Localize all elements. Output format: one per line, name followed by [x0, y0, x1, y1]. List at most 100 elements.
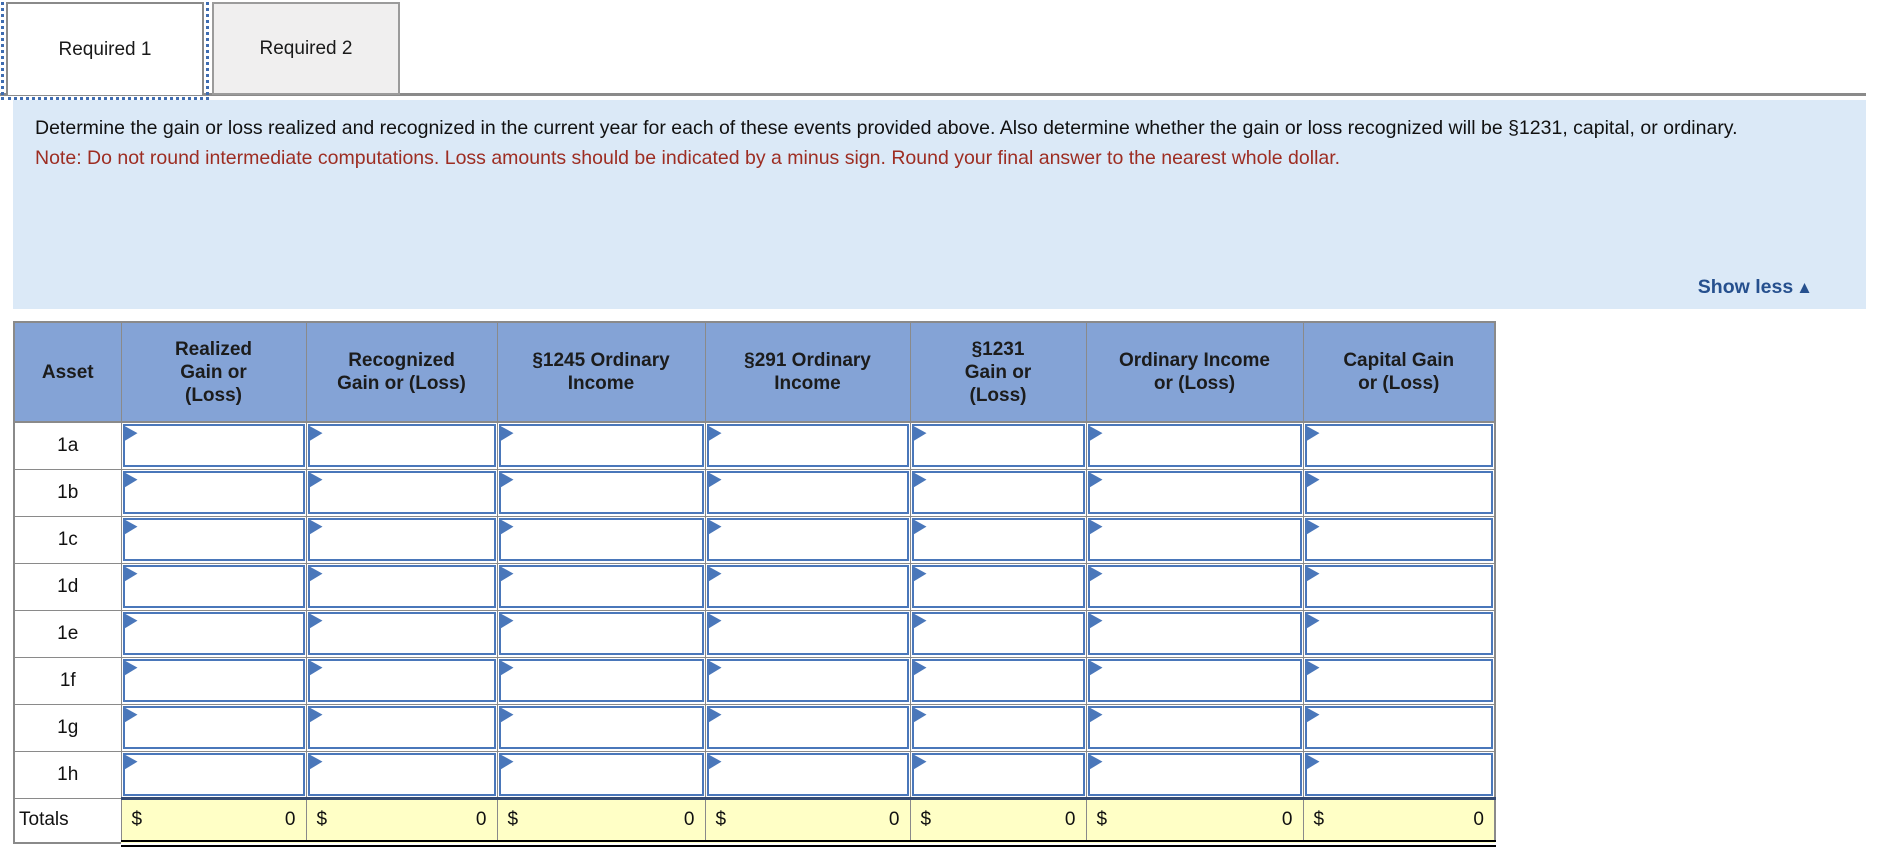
answer-cell [1085, 515, 1304, 564]
amount-input[interactable] [1087, 517, 1302, 561]
amount-input[interactable] [122, 517, 305, 561]
amount-input[interactable] [122, 752, 305, 796]
amount-input[interactable] [1304, 517, 1493, 561]
amount-input[interactable] [122, 424, 305, 467]
amount-input[interactable] [911, 611, 1085, 655]
amount-input[interactable] [307, 752, 496, 796]
amount-input[interactable] [1087, 611, 1302, 655]
amount-input[interactable] [122, 658, 305, 702]
answer-cell [909, 421, 1087, 470]
amount-input[interactable] [498, 611, 704, 655]
amount-input[interactable] [1087, 705, 1302, 749]
answer-cell [496, 562, 706, 611]
answer-cell [1302, 656, 1496, 705]
amount-input[interactable] [1304, 705, 1493, 749]
amount-input[interactable] [498, 564, 704, 608]
answer-cell [1085, 609, 1304, 658]
amount-input[interactable] [498, 470, 704, 514]
cell-flag-icon [913, 519, 927, 535]
totals-row: Totals $0 $0 $0 $0 $0 $0 $0 [13, 796, 1496, 847]
answer-cell [305, 562, 498, 611]
amount-input[interactable] [1087, 470, 1302, 514]
amount-input[interactable] [122, 470, 305, 514]
cell-flag-icon [708, 707, 722, 723]
amount-input[interactable] [498, 517, 704, 561]
answer-table: Asset Realized Gain or (Loss) Recognized G… [13, 321, 1496, 847]
tab-required-1[interactable]: Required 1 [1, 0, 209, 100]
cell-flag-icon [500, 754, 514, 770]
amount-input[interactable] [1087, 658, 1302, 702]
total-value: 0 [888, 808, 900, 830]
currency-symbol: $ [715, 808, 727, 830]
instructions-panel: Determine the gain or loss realized and … [13, 100, 1866, 309]
amount-input[interactable] [706, 752, 909, 796]
amount-input[interactable] [1304, 424, 1493, 467]
answer-cell [1302, 515, 1496, 564]
amount-input[interactable] [307, 611, 496, 655]
amount-input[interactable] [911, 564, 1085, 608]
answer-cell [305, 703, 498, 752]
amount-input[interactable] [307, 424, 496, 467]
amount-input[interactable] [307, 470, 496, 514]
amount-input[interactable] [1304, 470, 1493, 514]
cell-flag-icon [309, 472, 323, 488]
amount-input[interactable] [498, 752, 704, 796]
amount-input[interactable] [498, 658, 704, 702]
table-row: 1h [13, 750, 1496, 799]
amount-input[interactable] [498, 705, 704, 749]
table-row: 1a [13, 421, 1496, 470]
amount-input[interactable] [911, 517, 1085, 561]
cell-flag-icon [309, 660, 323, 676]
answer-cell [1302, 562, 1496, 611]
cell-flag-icon [124, 566, 138, 582]
cell-flag-icon [708, 426, 722, 441]
amount-input[interactable] [911, 752, 1085, 796]
amount-input[interactable] [1304, 658, 1493, 702]
amount-input[interactable] [122, 611, 305, 655]
amount-input[interactable] [307, 517, 496, 561]
amount-input[interactable] [1304, 611, 1493, 655]
amount-input[interactable] [911, 658, 1085, 702]
cell-flag-icon [124, 613, 138, 629]
amount-input[interactable] [1304, 752, 1493, 796]
amount-input[interactable] [307, 705, 496, 749]
amount-input[interactable] [1087, 752, 1302, 796]
cell-flag-icon [309, 519, 323, 535]
amount-input[interactable] [122, 564, 305, 608]
amount-input[interactable] [706, 611, 909, 655]
tab-required-2[interactable]: Required 2 [212, 2, 400, 95]
answer-cell [496, 468, 706, 517]
column-header: Recognized Gain or (Loss) [305, 321, 498, 423]
answer-cell [909, 515, 1087, 564]
cell-flag-icon [708, 613, 722, 629]
amount-input[interactable] [498, 424, 704, 467]
cell-flag-icon [1306, 472, 1320, 488]
cell-flag-icon [913, 472, 927, 488]
amount-input[interactable] [1304, 564, 1493, 608]
show-less-link[interactable]: Show less ▲ [1698, 276, 1813, 299]
answer-cell [305, 656, 498, 705]
table-row: 1f [13, 656, 1496, 705]
answer-cell [704, 468, 911, 517]
amount-input[interactable] [706, 658, 909, 702]
answer-cell [120, 468, 307, 517]
amount-input[interactable] [706, 470, 909, 514]
amount-input[interactable] [1087, 424, 1302, 467]
answer-cell [704, 703, 911, 752]
amount-input[interactable] [911, 424, 1085, 467]
amount-input[interactable] [706, 564, 909, 608]
amount-input[interactable] [706, 424, 909, 467]
amount-input[interactable] [706, 705, 909, 749]
amount-input[interactable] [122, 705, 305, 749]
amount-input[interactable] [307, 564, 496, 608]
total-value: 0 [1281, 808, 1293, 830]
amount-input[interactable] [911, 705, 1085, 749]
answer-cell [305, 421, 498, 470]
cell-flag-icon [500, 566, 514, 582]
amount-input[interactable] [307, 658, 496, 702]
chevron-up-icon: ▲ [1796, 278, 1813, 297]
amount-input[interactable] [1087, 564, 1302, 608]
answer-cell [496, 421, 706, 470]
amount-input[interactable] [911, 470, 1085, 514]
amount-input[interactable] [706, 517, 909, 561]
